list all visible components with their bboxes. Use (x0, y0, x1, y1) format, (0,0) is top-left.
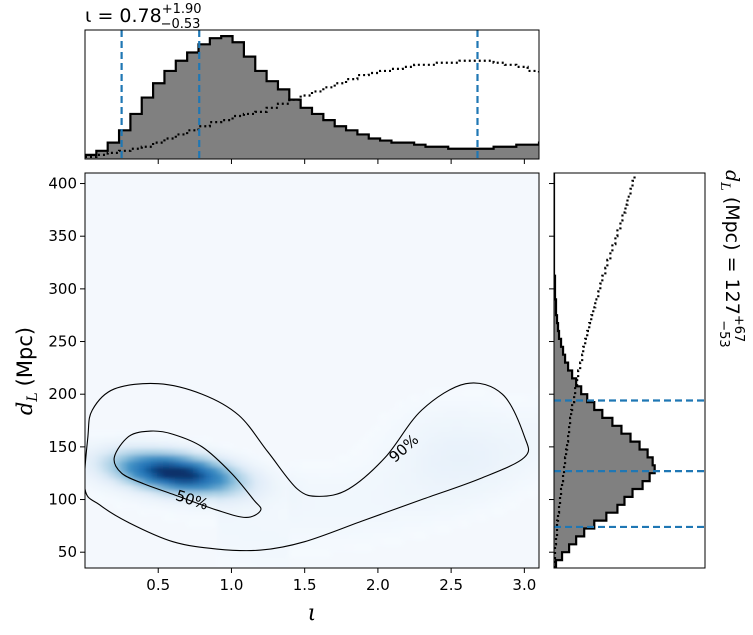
right-marginal-panel: dL(Mpc) = 127+67−53 (549, 170, 746, 569)
x-tick-label-1: 1.0 (220, 576, 244, 594)
y-axis-label: dL(Mpc) (13, 327, 41, 415)
x-tick-label-5: 3.0 (512, 576, 536, 594)
y-tick-label-1: 100 (48, 491, 77, 509)
joint-panel: 90% 50% 0.5 1.0 1.5 2.0 2.5 3.0 5010015020025… (13, 172, 540, 626)
y-tick-label-7: 400 (48, 175, 77, 193)
y-tick-label-4: 250 (48, 333, 77, 351)
x-ticks: 0.5 1.0 1.5 2.0 2.5 3.0 (146, 568, 536, 594)
contour-50 (113, 430, 262, 518)
y-tick-label-2: 150 (48, 438, 77, 456)
top-x-ticks (157, 159, 525, 164)
x-tick-label-2: 1.5 (293, 576, 317, 594)
x-tick-label-3: 2.0 (366, 576, 390, 594)
right-posterior-step (554, 173, 656, 568)
x-tick-label-4: 2.5 (439, 576, 463, 594)
contour-90 (85, 382, 530, 552)
top-title: ι = 0.78+1.90 −0.53 (85, 2, 202, 32)
right-prior-step (554, 173, 636, 568)
x-axis-label: ι (308, 601, 317, 626)
y-tick-label-5: 300 (48, 280, 77, 298)
right-posterior-fill (554, 173, 655, 568)
y-ticks: 50 100 150 200 250 300 350 400 (48, 175, 85, 561)
x-tick-label-0: 0.5 (146, 576, 170, 594)
right-y-ticks (549, 183, 554, 553)
y-tick-label-3: 200 (48, 385, 77, 403)
top-posterior-step (85, 35, 539, 157)
right-title: dL(Mpc) = 127+67−53 (716, 170, 746, 348)
top-prior-step (85, 59, 539, 159)
y-tick-label-0: 50 (58, 543, 77, 561)
y-tick-label-6: 350 (48, 227, 77, 245)
top-marginal-panel: ι = 0.78+1.90 −0.53 (84, 2, 540, 164)
